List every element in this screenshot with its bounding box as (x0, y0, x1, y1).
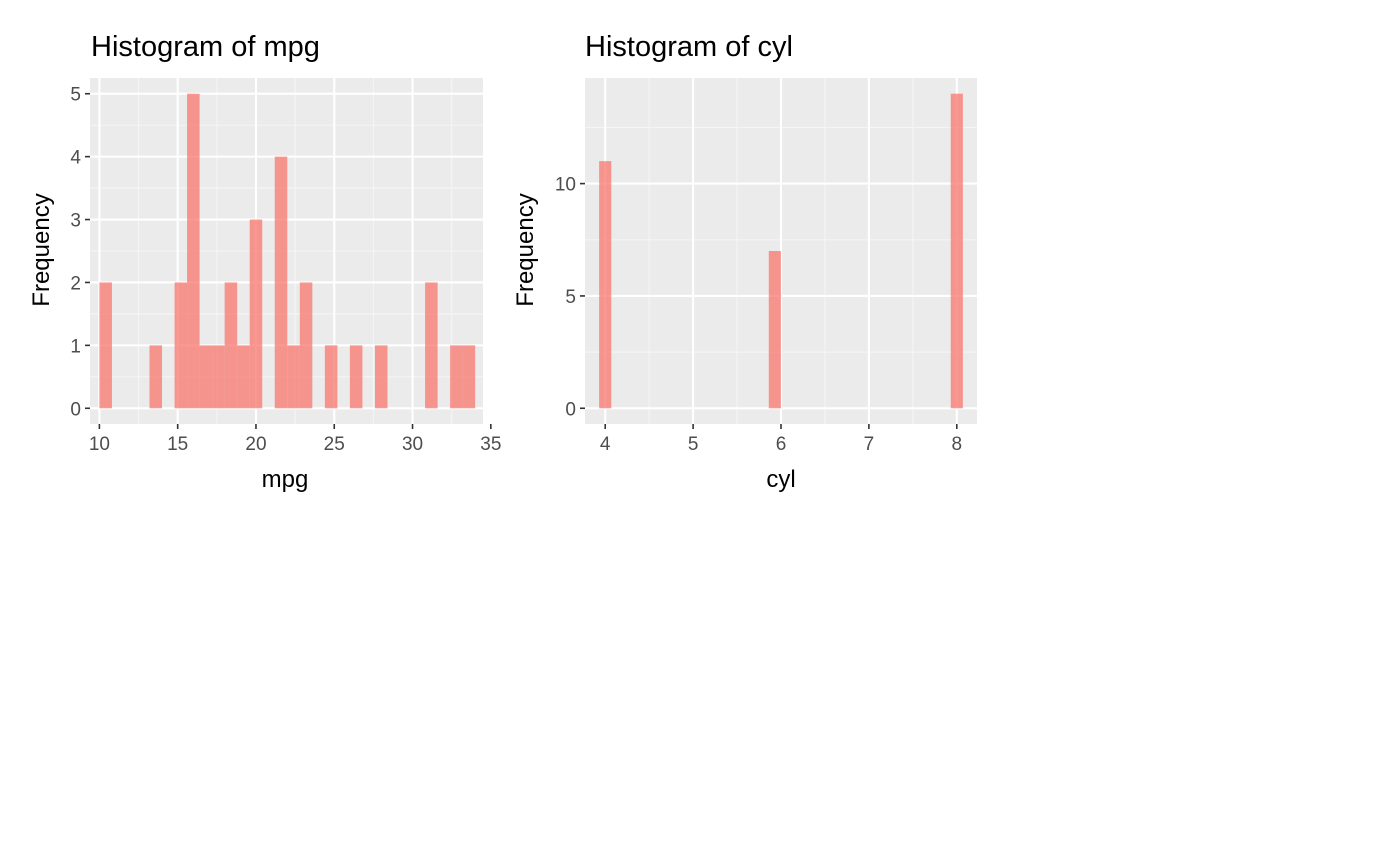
y-tick-label: 0 (70, 399, 81, 420)
x-tick-label: 8 (951, 434, 962, 455)
histogram-bar (324, 345, 338, 409)
histogram-bar (99, 282, 112, 409)
bars (99, 93, 476, 409)
histogram-bar (187, 93, 200, 409)
histogram-bar (199, 345, 213, 409)
histogram-bar (768, 251, 781, 409)
histogram-bar (224, 282, 238, 409)
histogram-bar (462, 345, 476, 409)
mpg-histogram: Histogram of mpg 10 15 20 25 30 35 0 1 2 3 4 5 mpg… (28, 31, 501, 493)
x-tick-label: 4 (600, 434, 611, 455)
histogram-bar (349, 345, 363, 409)
y-tick-label: 1 (70, 336, 81, 357)
chart-title: Histogram of cyl (585, 31, 793, 63)
y-axis-ticks: 0 1 2 3 4 5 (70, 85, 90, 420)
histogram-bar (149, 345, 163, 409)
y-tick-label: 5 (565, 287, 576, 308)
histogram-bar (249, 219, 263, 409)
histogram-bar (299, 282, 313, 409)
x-axis-title: cyl (766, 466, 795, 493)
x-tick-label: 10 (89, 434, 110, 455)
y-axis-title: Frequency (28, 193, 55, 306)
x-tick-label: 7 (864, 434, 875, 455)
histogram-bar (274, 156, 288, 409)
y-tick-label: 4 (70, 148, 81, 169)
histogram-bar (425, 282, 438, 409)
x-tick-label: 30 (402, 434, 423, 455)
x-axis-ticks: 10 15 20 25 30 35 (89, 424, 501, 455)
histogram-bar (174, 282, 188, 409)
y-tick-label: 0 (565, 399, 576, 420)
x-tick-label: 5 (688, 434, 699, 455)
cyl-histogram: Histogram of cyl 4 5 6 7 8 0 5 10 cyl Frequenc… (512, 31, 977, 493)
bars (599, 93, 963, 409)
histogram-bar (212, 345, 225, 409)
histogram-bar (950, 93, 963, 409)
histogram-bar (287, 345, 300, 409)
x-tick-label: 25 (324, 434, 345, 455)
x-axis-title: mpg (262, 466, 309, 493)
x-tick-label: 15 (167, 434, 188, 455)
x-tick-label: 35 (480, 434, 501, 455)
y-tick-label: 2 (70, 273, 81, 294)
x-tick-label: 6 (776, 434, 787, 455)
histogram-bar (237, 345, 250, 409)
y-tick-label: 5 (70, 85, 81, 106)
chart-title: Histogram of mpg (91, 31, 320, 63)
histogram-bar (599, 161, 612, 409)
y-tick-label: 3 (70, 211, 81, 232)
histogram-bar (450, 345, 463, 409)
y-axis-ticks: 0 5 10 (555, 175, 585, 420)
y-axis-title: Frequency (512, 193, 539, 306)
y-tick-label: 10 (555, 175, 576, 196)
x-axis-ticks: 4 5 6 7 8 (600, 424, 962, 455)
x-tick-label: 20 (245, 434, 266, 455)
histogram-bar (374, 345, 388, 409)
